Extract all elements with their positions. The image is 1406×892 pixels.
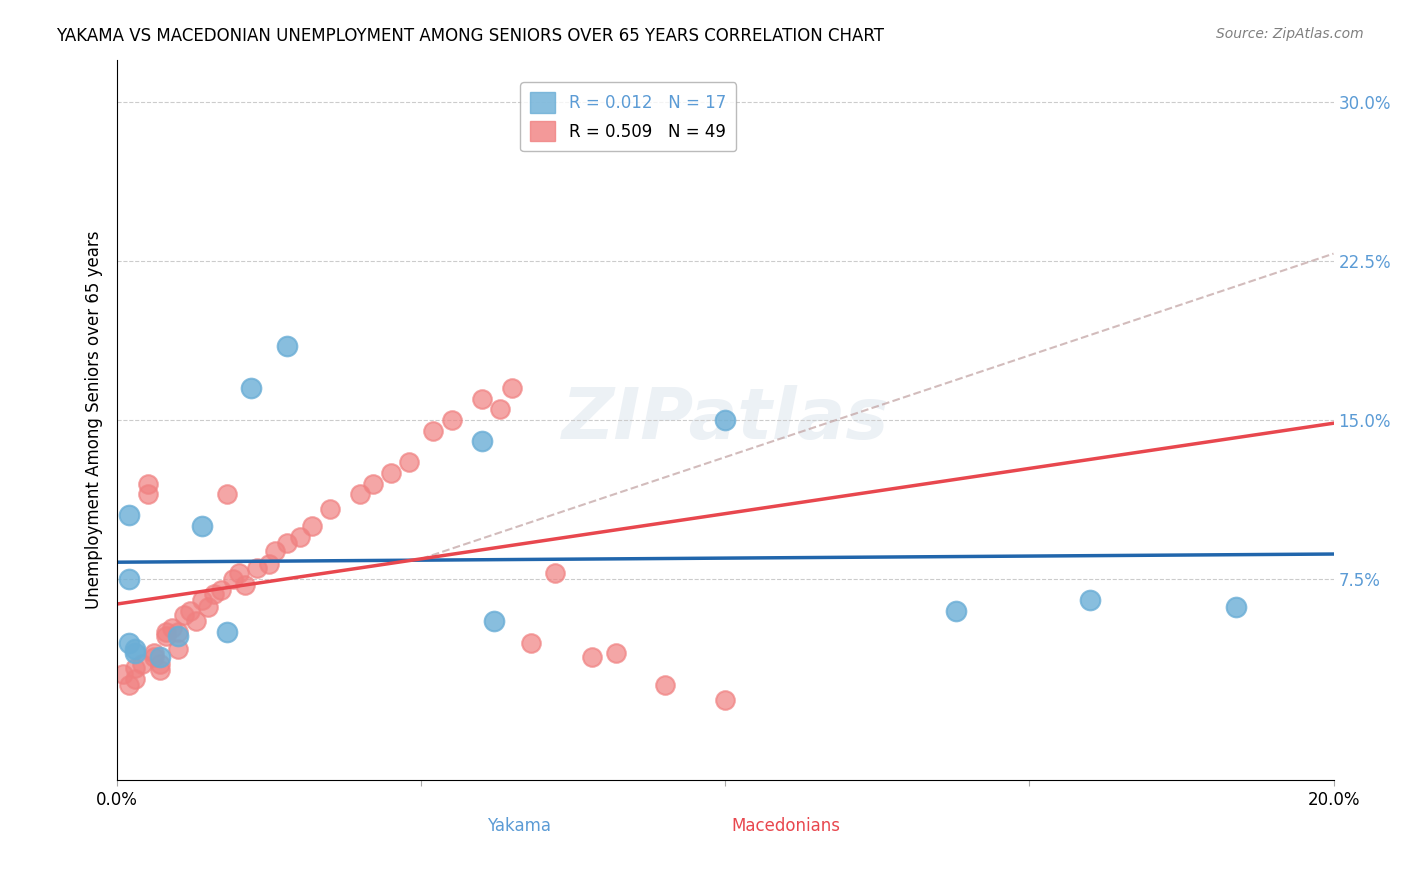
Point	[276, 536, 298, 550]
Y-axis label: Unemployment Among Seniors over 65 years: Unemployment Among Seniors over 65 years	[86, 231, 103, 609]
Point	[581, 650, 603, 665]
Point	[124, 672, 146, 686]
Legend: R = 0.012   N = 17, R = 0.509   N = 49: R = 0.012 N = 17, R = 0.509 N = 49	[520, 82, 735, 152]
Point	[167, 629, 190, 643]
Point	[149, 663, 172, 677]
Point	[136, 487, 159, 501]
Point	[264, 544, 287, 558]
Point	[155, 629, 177, 643]
Point	[228, 566, 250, 580]
Point	[945, 604, 967, 618]
Point	[1078, 593, 1101, 607]
Point	[124, 661, 146, 675]
Point	[118, 678, 141, 692]
Point	[714, 692, 737, 706]
Point	[204, 587, 226, 601]
Point	[131, 657, 153, 671]
Text: Yakama: Yakama	[486, 817, 551, 835]
Point	[605, 646, 627, 660]
Point	[319, 502, 342, 516]
Point	[167, 624, 190, 639]
Point	[246, 561, 269, 575]
FancyBboxPatch shape	[446, 823, 482, 841]
Point	[149, 657, 172, 671]
Point	[191, 593, 214, 607]
Point	[215, 487, 238, 501]
Point	[276, 339, 298, 353]
Point	[361, 476, 384, 491]
Text: ZIPatlas: ZIPatlas	[561, 385, 889, 454]
Text: YAKAMA VS MACEDONIAN UNEMPLOYMENT AMONG SENIORS OVER 65 YEARS CORRELATION CHART: YAKAMA VS MACEDONIAN UNEMPLOYMENT AMONG …	[56, 27, 884, 45]
Point	[155, 624, 177, 639]
Point	[471, 392, 494, 406]
Point	[544, 566, 567, 580]
Point	[186, 615, 208, 629]
Point	[197, 599, 219, 614]
Point	[124, 641, 146, 656]
Point	[471, 434, 494, 449]
Point	[301, 519, 323, 533]
Point	[118, 635, 141, 649]
Point	[1225, 599, 1247, 614]
Point	[160, 621, 183, 635]
Point	[233, 578, 256, 592]
Point	[240, 381, 263, 395]
FancyBboxPatch shape	[702, 823, 738, 841]
Point	[167, 641, 190, 656]
Point	[440, 413, 463, 427]
Point	[714, 413, 737, 427]
Point	[484, 615, 506, 629]
Point	[380, 466, 402, 480]
Point	[222, 572, 245, 586]
Point	[149, 650, 172, 665]
Point	[215, 624, 238, 639]
Point	[118, 572, 141, 586]
Point	[118, 508, 141, 523]
Text: Source: ZipAtlas.com: Source: ZipAtlas.com	[1216, 27, 1364, 41]
Point	[502, 381, 524, 395]
Text: Macedonians: Macedonians	[731, 817, 841, 835]
Point	[209, 582, 232, 597]
Point	[124, 646, 146, 660]
Point	[519, 635, 541, 649]
Point	[173, 607, 195, 622]
Point	[179, 604, 201, 618]
Point	[349, 487, 371, 501]
Point	[257, 557, 280, 571]
Point	[191, 519, 214, 533]
Point	[398, 455, 420, 469]
Point	[422, 424, 444, 438]
Point	[654, 678, 676, 692]
Point	[489, 402, 512, 417]
Point	[136, 476, 159, 491]
Point	[288, 530, 311, 544]
Point	[112, 667, 135, 681]
Point	[142, 646, 165, 660]
Point	[142, 650, 165, 665]
